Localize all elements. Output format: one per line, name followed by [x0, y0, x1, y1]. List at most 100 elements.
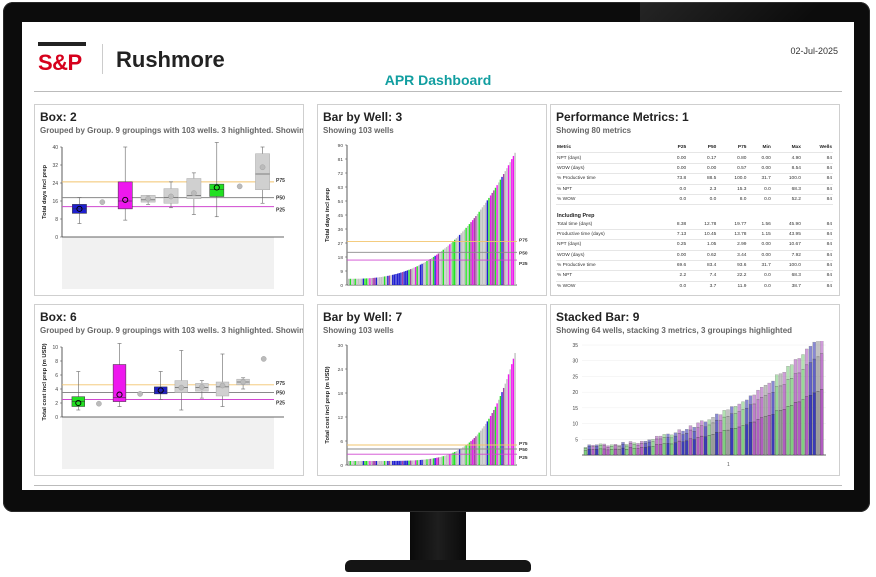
well-bar	[485, 423, 487, 465]
well-bar	[377, 460, 379, 465]
panel-subtitle: Showing 103 wells	[323, 126, 394, 135]
panel-stacked-bar-9[interactable]: Stacked Bar: 9 Showing 64 wells, stackin…	[550, 304, 840, 476]
well-bar	[496, 185, 498, 285]
stack-segment	[651, 446, 655, 456]
well-bar	[396, 273, 399, 285]
stack-segment	[775, 386, 779, 412]
panel-box-2[interactable]: Box: 2 Grouped by Group. 9 groupings wit…	[34, 104, 304, 296]
well-bar	[409, 460, 412, 465]
metrics-cell: 0.00	[687, 163, 718, 175]
y-axis-label: Total days incl prep	[42, 165, 48, 219]
well-bar	[431, 458, 433, 465]
well-bar	[498, 182, 500, 285]
panel-box-6[interactable]: Box: 6 Grouped by Group. 9 groupings wit…	[34, 304, 304, 476]
stack-segment	[778, 410, 783, 456]
y-tick-label: 6	[55, 373, 58, 379]
box-mean-marker	[75, 399, 82, 407]
box-mean-marker	[76, 205, 83, 212]
y-tick-label: 18	[338, 255, 344, 261]
stack-segment	[583, 450, 588, 456]
stack-segment	[805, 396, 809, 456]
well-bar	[476, 213, 479, 285]
well-bar	[348, 461, 350, 465]
box-mean-marker	[157, 387, 164, 394]
bar-chart-days[interactable]: 0 9 18 27 36 45 54 63 72 81 90 Total days incl prep…	[323, 141, 541, 291]
stack-segment	[767, 415, 771, 456]
panel-subtitle: Showing 64 wells, stacking 3 metrics, 3 …	[556, 326, 793, 335]
well-bar	[400, 272, 402, 285]
percentile-label-p75: P75	[519, 237, 528, 243]
percentile-label-p50: P50	[276, 196, 285, 202]
stack-segment	[707, 419, 711, 426]
stack-segment	[752, 421, 756, 456]
metrics-row: Productive time (days) 7.13 10.45 13.78 1.15…	[556, 229, 833, 241]
well-bar	[364, 278, 366, 285]
stack-segment	[820, 389, 824, 456]
well-bar	[357, 278, 360, 285]
well-bar	[442, 456, 444, 465]
stack-segment	[583, 448, 588, 451]
well-bar	[351, 278, 353, 285]
stack-segment	[797, 401, 801, 456]
stack-segment	[741, 401, 745, 410]
brand-logo[interactable]: S&P	[38, 42, 88, 76]
metrics-cell: 10.67	[771, 239, 802, 251]
stacked-bar-chart[interactable]: 5 10 15 20 25 30 35 1	[556, 341, 834, 471]
box-chart-days[interactable]: 0 8 16 24 32 40 Total days incl prep P75 P50 P25	[40, 141, 298, 291]
panel-title: Performance Metrics: 1	[556, 110, 689, 124]
stack-segment	[658, 435, 663, 440]
stack-segment	[730, 413, 734, 429]
stack-segment	[737, 426, 741, 456]
well-bar	[436, 457, 438, 465]
well-bar	[388, 275, 391, 285]
well-bar	[427, 459, 430, 465]
stack-segment	[756, 399, 760, 420]
well-bar	[406, 270, 409, 285]
well-bar	[429, 458, 431, 465]
box-gray	[215, 381, 230, 397]
stack-segment	[688, 429, 693, 439]
box-mean-marker	[213, 184, 220, 191]
y-axis-label: Total days incl prep	[325, 188, 331, 242]
well-bar	[504, 383, 506, 465]
stack-segment	[613, 444, 618, 446]
stack-segment	[752, 403, 756, 423]
well-bar	[352, 278, 355, 285]
stack-segment	[613, 445, 618, 450]
stack-segment	[741, 425, 745, 456]
well-bar	[458, 449, 461, 465]
metrics-cell: 7.92	[771, 250, 802, 261]
metrics-cell: 7.4	[687, 270, 718, 282]
stack-segment	[820, 341, 824, 354]
metrics-cell: 2.2	[662, 270, 688, 282]
well-bar	[403, 460, 405, 465]
metrics-cell: Total time (days)	[556, 219, 663, 230]
stack-segment	[606, 449, 610, 456]
metrics-row: WOW (days) 0.00 0.62 3.44 0.00 7.92 84	[556, 250, 833, 261]
stack-segment	[707, 435, 711, 456]
percentile-label-p75: P75	[519, 441, 528, 447]
panel-bar-by-well-7[interactable]: Bar by Well: 7 Showing 103 wells 0 6 12 18 2…	[317, 304, 547, 476]
well-bar	[364, 460, 366, 465]
metrics-cell: 73.8	[662, 173, 688, 185]
metrics-row: NPT (days) 0.00 0.17 0.80 0.00 4.90 84	[556, 152, 833, 164]
y-tick-label: 10	[572, 422, 578, 428]
well-bar	[367, 278, 369, 285]
box-chart-cost[interactable]: 0 2 4 6 8 10 Total cost incl prep (m USD) P75 P5…	[40, 341, 298, 471]
metrics-cell: Wells	[801, 143, 833, 154]
well-bar	[465, 227, 467, 285]
metrics-cell: 1.15	[747, 229, 772, 241]
panel-performance-metrics[interactable]: Performance Metrics: 1 Showing 80 metric…	[550, 104, 840, 296]
box-mean-marker	[122, 196, 129, 203]
stack-segment	[692, 431, 696, 440]
bar-chart-cost[interactable]: 0 6 12 18 24 30 Total cost incl prep (m USD) P7…	[323, 341, 541, 471]
percentile-label-p25: P25	[519, 261, 528, 267]
stack-segment	[658, 438, 663, 445]
well-bar	[382, 276, 384, 285]
y-tick-label: 18	[338, 391, 344, 397]
dashboard-title: APR Dashboard	[384, 72, 492, 88]
stack-segment	[805, 348, 809, 366]
metrics-table[interactable]: Metric P25 P50 P75 Min Max Wells NPT (days) 0.00…	[556, 143, 833, 291]
metrics-cell: 0.0	[662, 281, 688, 291]
panel-bar-by-well-3[interactable]: Bar by Well: 3 Showing 103 wells 0 9 18 27 3…	[317, 104, 547, 296]
